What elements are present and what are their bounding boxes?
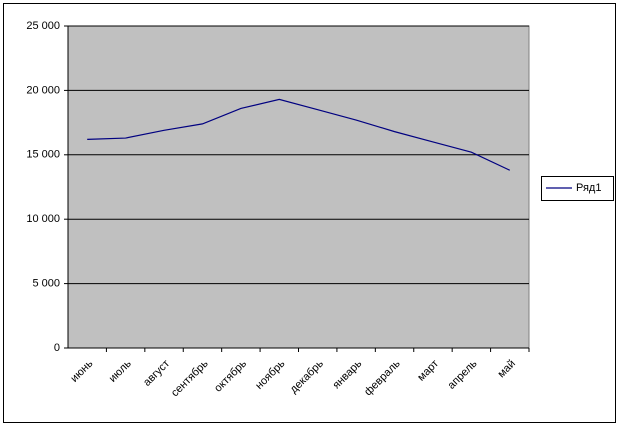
y-tick-label: 15 000 xyxy=(26,149,60,161)
y-tick-label: 10 000 xyxy=(26,213,60,225)
legend-label: Ряд1 xyxy=(576,182,601,194)
y-tick-label: 20 000 xyxy=(26,84,60,96)
y-tick-label: 5 000 xyxy=(32,278,60,290)
y-tick-label: 25 000 xyxy=(26,20,60,32)
y-tick-label: 0 xyxy=(54,342,60,354)
line-series xyxy=(87,98,511,171)
plot-area xyxy=(67,25,530,349)
